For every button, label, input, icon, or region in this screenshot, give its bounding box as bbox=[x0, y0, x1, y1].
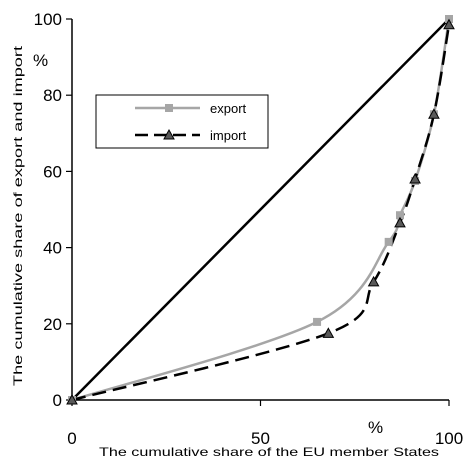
y-tick-label: 20 bbox=[43, 315, 62, 334]
y-tick-label: 100 bbox=[34, 10, 62, 29]
data-point-export bbox=[384, 237, 393, 246]
data-point-import bbox=[322, 327, 335, 338]
plot-markers bbox=[66, 15, 455, 405]
data-point-import bbox=[394, 216, 406, 228]
y-unit-label: % bbox=[33, 51, 48, 70]
data-point-import bbox=[367, 275, 380, 287]
x-tick-label: 50 bbox=[251, 429, 270, 448]
y-tick-label: 40 bbox=[43, 239, 62, 258]
legend-export-marker bbox=[165, 104, 173, 112]
x-unit-label: % bbox=[368, 418, 383, 437]
data-point-import bbox=[66, 393, 78, 405]
x-axis-title: The cumulative share of the EU member St… bbox=[99, 445, 439, 459]
legend: export import bbox=[95, 94, 269, 149]
y-tick-label: 60 bbox=[43, 162, 62, 181]
legend-import-label: import bbox=[210, 128, 247, 143]
y-axis-title: The cumulative share of export and impor… bbox=[11, 45, 25, 386]
equality-line bbox=[71, 18, 450, 401]
data-point-import bbox=[409, 172, 421, 184]
y-tick-label: 80 bbox=[43, 86, 62, 105]
x-tick-label: 0 bbox=[67, 429, 76, 448]
y-tick-label: 0 bbox=[53, 391, 62, 410]
plot-lines bbox=[71, 18, 451, 402]
legend-box bbox=[95, 94, 269, 149]
legend-export-label: export bbox=[210, 101, 247, 116]
ticks: 0 20 40 60 80 100 0 50 100 bbox=[34, 10, 464, 448]
data-point-import bbox=[428, 108, 440, 119]
x-tick-label: 100 bbox=[435, 429, 463, 448]
data-point-import bbox=[443, 18, 455, 30]
data-point-export bbox=[313, 317, 322, 326]
legend-import-marker bbox=[163, 128, 175, 140]
data-point-export bbox=[395, 211, 404, 220]
